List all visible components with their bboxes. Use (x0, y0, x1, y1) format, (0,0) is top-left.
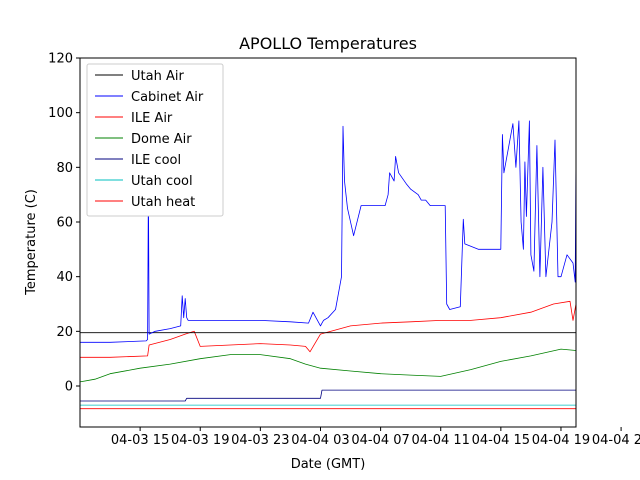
x-axis-label: Date (GMT) (291, 457, 366, 472)
x-tick-label: 04-03 23 (231, 433, 289, 448)
y-tick-label: 0 (65, 380, 73, 395)
plot-frame (79, 57, 577, 428)
legend-box (86, 63, 224, 217)
series-line-dome-air (80, 348, 576, 383)
series-line-ile-cool (80, 389, 576, 402)
x-tick-label: 04-03 15 (111, 433, 169, 448)
x-tick-label: 04-03 19 (171, 433, 229, 448)
y-tick-label: 100 (48, 106, 73, 121)
legend: Utah Air Cabinet Air ILE Air Dome Air ILE co… (86, 63, 224, 217)
x-tick-label: 04-04 11 (412, 433, 470, 448)
x-tick-label: 04-04 19 (532, 433, 590, 448)
y-axis-label: Temperature (C) (24, 189, 39, 296)
legend-label: Cabinet Air (131, 90, 204, 105)
series-line-cabinet-air (80, 120, 576, 343)
legend-label: Dome Air (131, 132, 192, 147)
y-tick-label: 20 (56, 325, 73, 340)
legend-label: Utah heat (131, 195, 195, 210)
y-tick-label: 40 (56, 270, 73, 285)
y-tick-label: 60 (56, 216, 73, 231)
legend-label: Utah cool (131, 174, 193, 189)
y-tick-label: 80 (56, 161, 73, 176)
legend-label: Utah Air (131, 69, 184, 84)
series-line-ile-air (80, 300, 576, 358)
x-tick-label: 04-04 07 (351, 433, 409, 448)
x-tick-label: 04-04 15 (472, 433, 530, 448)
x-tick-label: 04-04 23 (592, 433, 640, 448)
y-tick-label: 120 (48, 52, 73, 67)
legend-label: ILE Air (131, 111, 173, 126)
x-tick-label: 04-04 03 (291, 433, 349, 448)
chart-title: APOLLO Temperatures (239, 34, 417, 53)
legend-label: ILE cool (131, 153, 181, 168)
